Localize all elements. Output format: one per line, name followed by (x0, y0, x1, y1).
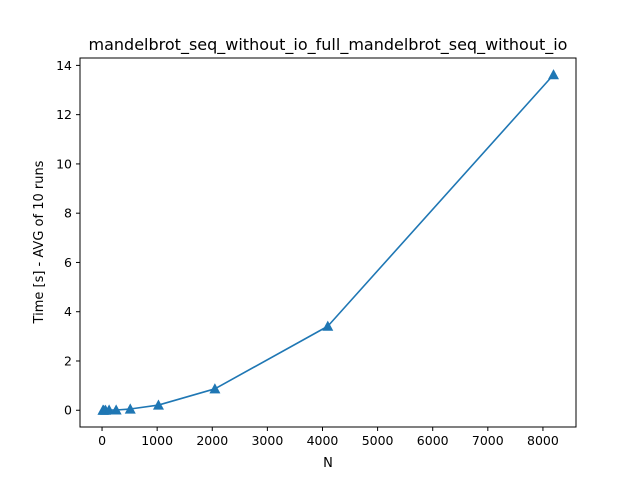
y-tick-label: 14 (56, 58, 72, 73)
y-tick-label: 8 (64, 206, 72, 221)
y-tick-label: 0 (64, 403, 72, 418)
data-point-marker (209, 383, 221, 394)
x-tick-label: 4000 (307, 433, 339, 448)
x-tick-label: 6000 (417, 433, 449, 448)
plot-frame (79, 57, 577, 428)
y-tick-label: 4 (64, 304, 72, 319)
plot-area: 0 1000 2000 3000 4000 5000 6000 7000 8000 0 2 4 6 8 10… (56, 57, 577, 448)
x-tick-label: 1000 (141, 433, 173, 448)
data-point-marker (124, 403, 136, 414)
y-axis-title: Time [s] - AVG of 10 runs (32, 160, 47, 324)
x-tick-label: 8000 (527, 433, 559, 448)
y-tick-label: 12 (56, 107, 72, 122)
data-point-marker (103, 404, 115, 415)
x-tick-label: 7000 (472, 433, 504, 448)
x-tick-label: 0 (98, 433, 106, 448)
x-axis-title: N (323, 456, 333, 471)
x-tick-label: 3000 (251, 433, 283, 448)
data-point-marker (152, 399, 164, 410)
y-tick-label: 2 (64, 353, 72, 368)
data-point-marker (110, 404, 122, 415)
chart-title: mandelbrot_seq_without_io_full_mandelbro… (89, 35, 568, 55)
data-point-marker (322, 320, 334, 331)
x-tick-label: 5000 (362, 433, 394, 448)
data-point-marker (548, 69, 560, 80)
y-tick-label: 10 (56, 156, 72, 171)
y-tick-label: 6 (64, 255, 72, 270)
x-tick-label: 2000 (196, 433, 228, 448)
